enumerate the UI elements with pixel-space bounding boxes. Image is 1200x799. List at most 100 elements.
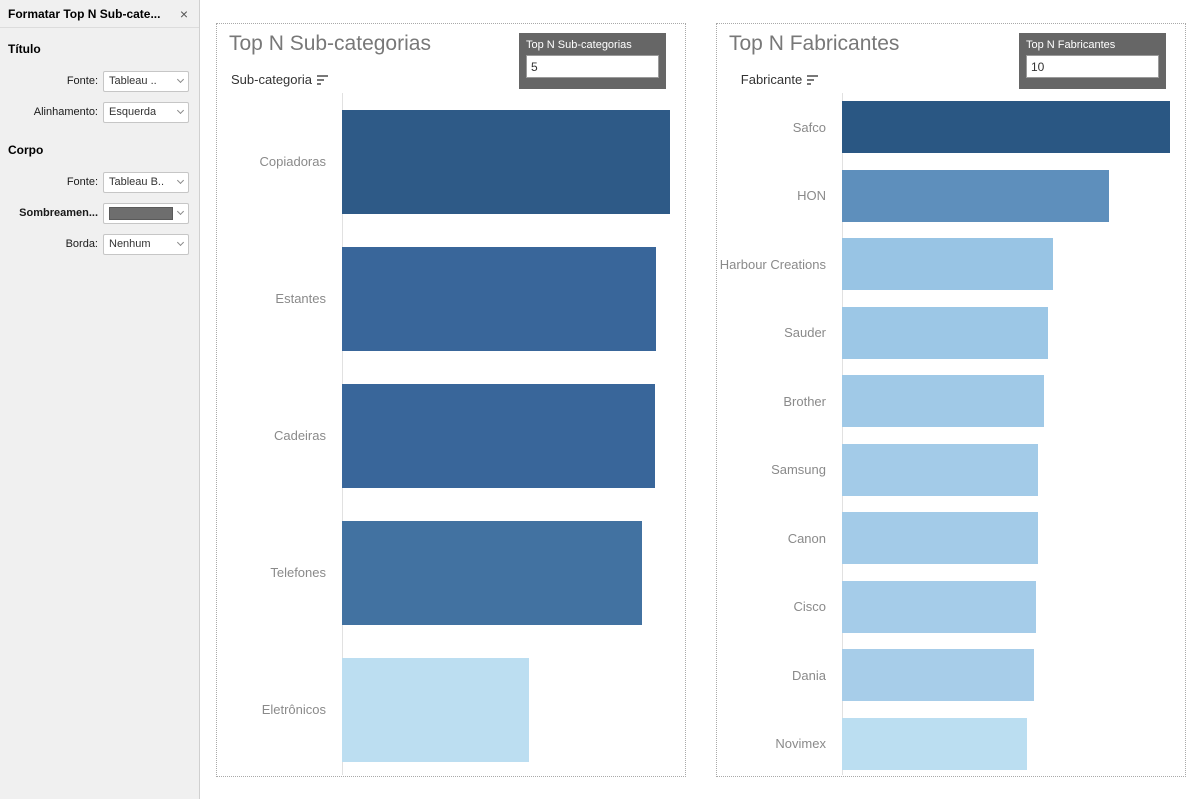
bar-row: Telefones — [217, 504, 684, 641]
bar-cell — [834, 238, 1184, 291]
borda-dropdown[interactable]: Nenhum — [103, 233, 189, 255]
sombreamento-label: Sombreamen... — [19, 207, 98, 219]
titulo-alinhamento-value: Esquerda — [109, 106, 157, 118]
bar-brother[interactable] — [842, 375, 1044, 428]
bar-cell — [834, 169, 1184, 222]
category-label: Copiadoras — [259, 154, 327, 169]
bar-row: Samsung — [717, 436, 1184, 505]
bar-samsung[interactable] — [842, 443, 1038, 496]
borda-value: Nenhum — [109, 238, 151, 250]
bar-cell — [834, 580, 1184, 633]
bar-row: Brother — [717, 367, 1184, 436]
bar-row: Sauder — [717, 299, 1184, 368]
bar-row: Cisco — [717, 573, 1184, 642]
chart-title: Top N Sub-categorias — [229, 32, 431, 55]
category-label: Telefones — [270, 565, 326, 580]
category-label: Eletrônicos — [261, 702, 326, 717]
format-panel: Formatar Top N Sub-cate... × Título Font… — [0, 0, 200, 799]
bar-cell — [834, 443, 1184, 496]
bar-cell — [334, 246, 684, 351]
category-label: Dania — [792, 667, 826, 683]
bar-safco[interactable] — [842, 101, 1170, 154]
corpo-sombreamento-row: Sombreamen... — [0, 202, 189, 224]
category-label: Estantes — [275, 291, 326, 306]
category-label: Novimex — [775, 736, 826, 752]
bar-cell — [334, 383, 684, 488]
close-icon[interactable]: × — [179, 5, 188, 22]
bar-harbour-creations[interactable] — [842, 238, 1053, 291]
bar-cell — [834, 717, 1184, 770]
corpo-fonte-dropdown[interactable]: Tableau B.. — [103, 171, 189, 193]
parameter-label: Top N Fabricantes — [1026, 39, 1116, 51]
parameter-label: Top N Sub-categorias — [526, 39, 632, 51]
worksheet-top-n-subcategorias: Top N Sub-categorias Top N Sub-categoria… — [216, 23, 686, 777]
bar-dania[interactable] — [842, 649, 1034, 702]
bar-cell — [334, 657, 684, 762]
bar-cell — [834, 101, 1184, 154]
fonte-label: Fonte: — [66, 176, 98, 188]
fonte-label: Fonte: — [66, 75, 98, 87]
color-swatch — [109, 206, 173, 220]
bar-hon[interactable] — [842, 169, 1109, 222]
bar-sauder[interactable] — [842, 306, 1048, 359]
bar-row: Cadeiras — [217, 367, 684, 504]
field-label: Sub-categoria — [231, 72, 312, 87]
bar-canon[interactable] — [842, 512, 1038, 565]
section-heading-titulo: Título — [8, 42, 41, 56]
category-label: Brother — [783, 393, 826, 409]
corpo-fonte-row: Fonte: Tableau B.. — [0, 171, 189, 193]
titulo-fonte-dropdown[interactable]: Tableau .. — [103, 70, 189, 92]
parameter-value-input[interactable] — [1026, 55, 1159, 78]
sort-descending-icon — [316, 74, 328, 85]
alinhamento-label: Alinhamento: — [33, 106, 98, 118]
category-label: HON — [797, 188, 826, 204]
bar-row: Canon — [717, 504, 1184, 573]
bar-cell — [834, 375, 1184, 428]
titulo-fonte-row: Fonte: Tableau .. — [0, 70, 189, 92]
bar-row: Copiadoras — [217, 93, 684, 230]
parameter-control: Top N Fabricantes — [1019, 33, 1166, 89]
plot-area: Safco HON Harbour Creations Sauder Brother Sa… — [717, 93, 1184, 775]
corpo-fonte-value: Tableau B.. — [109, 176, 165, 188]
category-label: Cadeiras — [273, 428, 326, 443]
titulo-fonte-value: Tableau .. — [109, 75, 157, 87]
column-header[interactable]: Sub-categoria — [217, 72, 342, 87]
bar-novimex[interactable] — [842, 717, 1027, 770]
bar-cell — [334, 109, 684, 214]
bar-estantes[interactable] — [342, 246, 656, 351]
parameter-value-input[interactable] — [526, 55, 659, 78]
sombreamento-color-dropdown[interactable] — [103, 202, 189, 224]
format-panel-header: Formatar Top N Sub-cate... × — [0, 0, 199, 28]
chevron-down-icon — [176, 207, 185, 216]
format-panel-title: Formatar Top N Sub-cate... — [8, 6, 161, 21]
sort-descending-icon — [807, 74, 819, 85]
field-label: Fabricante — [740, 72, 803, 87]
chart-title: Top N Fabricantes — [729, 32, 900, 55]
bar-telefones[interactable] — [342, 520, 642, 625]
bar-cadeiras[interactable] — [342, 383, 655, 488]
category-label: Cisco — [793, 599, 826, 615]
axis-line — [842, 93, 843, 775]
bar-eletrônicos[interactable] — [342, 657, 529, 762]
category-label: Canon — [787, 530, 826, 546]
bar-row: Eletrônicos — [217, 641, 684, 778]
bar-copiadoras[interactable] — [342, 109, 670, 214]
section-heading-corpo: Corpo — [8, 143, 44, 157]
corpo-borda-row: Borda: Nenhum — [0, 233, 189, 255]
bar-row: Safco — [717, 93, 1184, 162]
bar-cell — [834, 306, 1184, 359]
bar-row: Novimex — [717, 710, 1184, 779]
borda-label: Borda: — [65, 238, 98, 250]
bar-row: HON — [717, 162, 1184, 231]
worksheet-top-n-fabricantes: Top N Fabricantes Top N Fabricantes Fabr… — [716, 23, 1186, 777]
parameter-control: Top N Sub-categorias — [519, 33, 666, 89]
category-label: Harbour Creations — [719, 256, 826, 272]
bar-row: Harbour Creations — [717, 230, 1184, 299]
titulo-alinhamento-row: Alinhamento: Esquerda — [0, 101, 189, 123]
bar-cisco[interactable] — [842, 580, 1036, 633]
chevron-down-icon — [176, 238, 185, 247]
bar-cell — [334, 520, 684, 625]
column-header[interactable]: Fabricante — [717, 72, 842, 87]
plot-area: Copiadoras Estantes Cadeiras Telefones Eletr… — [217, 93, 684, 775]
titulo-alinhamento-dropdown[interactable]: Esquerda — [103, 101, 189, 123]
